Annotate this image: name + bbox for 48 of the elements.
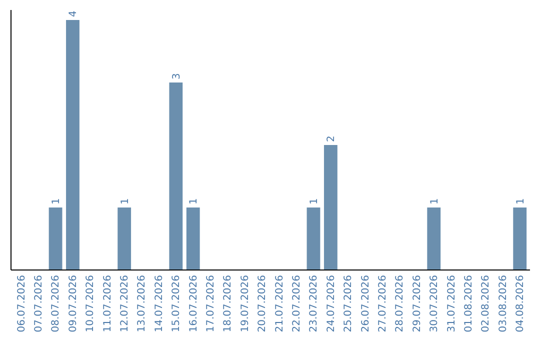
- x-tick-label: 21.07.2026: [274, 275, 286, 332]
- x-tick-label: 04.08.2026: [515, 275, 526, 332]
- x-tick-label: 14.07.2026: [154, 275, 165, 332]
- x-tick-label: 15.07.2026: [171, 275, 182, 332]
- x-tick-label: 26.07.2026: [360, 275, 372, 332]
- x-tick-label: 01.08.2026: [463, 275, 474, 332]
- x-tick-label: 16.07.2026: [188, 275, 200, 332]
- bar: [324, 145, 338, 270]
- x-tick-label: 03.08.2026: [498, 275, 509, 332]
- x-tick-label: 06.07.2026: [16, 275, 28, 332]
- data-label: 1: [120, 198, 131, 204]
- x-tick-label: 17.07.2026: [206, 275, 217, 332]
- x-tick-label: 07.07.2026: [34, 275, 45, 332]
- data-label: 1: [429, 198, 440, 204]
- data-label: 3: [171, 73, 182, 80]
- x-tick-label: 18.07.2026: [222, 275, 234, 332]
- x-tick-label: 09.07.2026: [68, 275, 79, 332]
- data-label: 1: [51, 198, 62, 204]
- x-tick-label: 11.07.2026: [102, 275, 114, 332]
- bar: [186, 208, 200, 270]
- x-tick-label: 29.07.2026: [412, 275, 423, 332]
- x-tick-label: 22.07.2026: [291, 275, 302, 332]
- bar: [48, 208, 62, 270]
- data-label: 1: [188, 198, 200, 204]
- bar: [118, 208, 132, 270]
- x-tick-label: 23.07.2026: [308, 275, 320, 332]
- x-tick-label: 30.07.2026: [429, 275, 440, 332]
- x-tick-label: 13.07.2026: [136, 275, 148, 332]
- data-label: 1: [515, 198, 526, 204]
- x-tick-label: 25.07.2026: [343, 275, 354, 332]
- data-label: 4: [68, 10, 80, 17]
- bar: [66, 20, 80, 270]
- x-tick-label: 02.08.2026: [480, 275, 492, 332]
- data-label: 2: [326, 136, 338, 142]
- x-tick-label: 19.07.2026: [240, 275, 251, 332]
- x-tick-label: 12.07.2026: [120, 275, 131, 332]
- x-tick-label: 31.07.2026: [446, 275, 458, 332]
- bar: [427, 208, 441, 270]
- x-tick-label: 20.07.2026: [257, 275, 268, 332]
- x-tick-label: 10.07.2026: [85, 275, 96, 332]
- x-tick-label: 24.07.2026: [326, 275, 337, 332]
- x-tick-label: 28.07.2026: [394, 275, 406, 332]
- bar: [169, 82, 183, 270]
- bar: [513, 208, 527, 270]
- bar: [306, 208, 320, 270]
- x-tick-label: 27.07.2026: [377, 275, 388, 332]
- x-tick-label: 08.07.2026: [50, 275, 62, 332]
- data-label: 1: [308, 198, 320, 204]
